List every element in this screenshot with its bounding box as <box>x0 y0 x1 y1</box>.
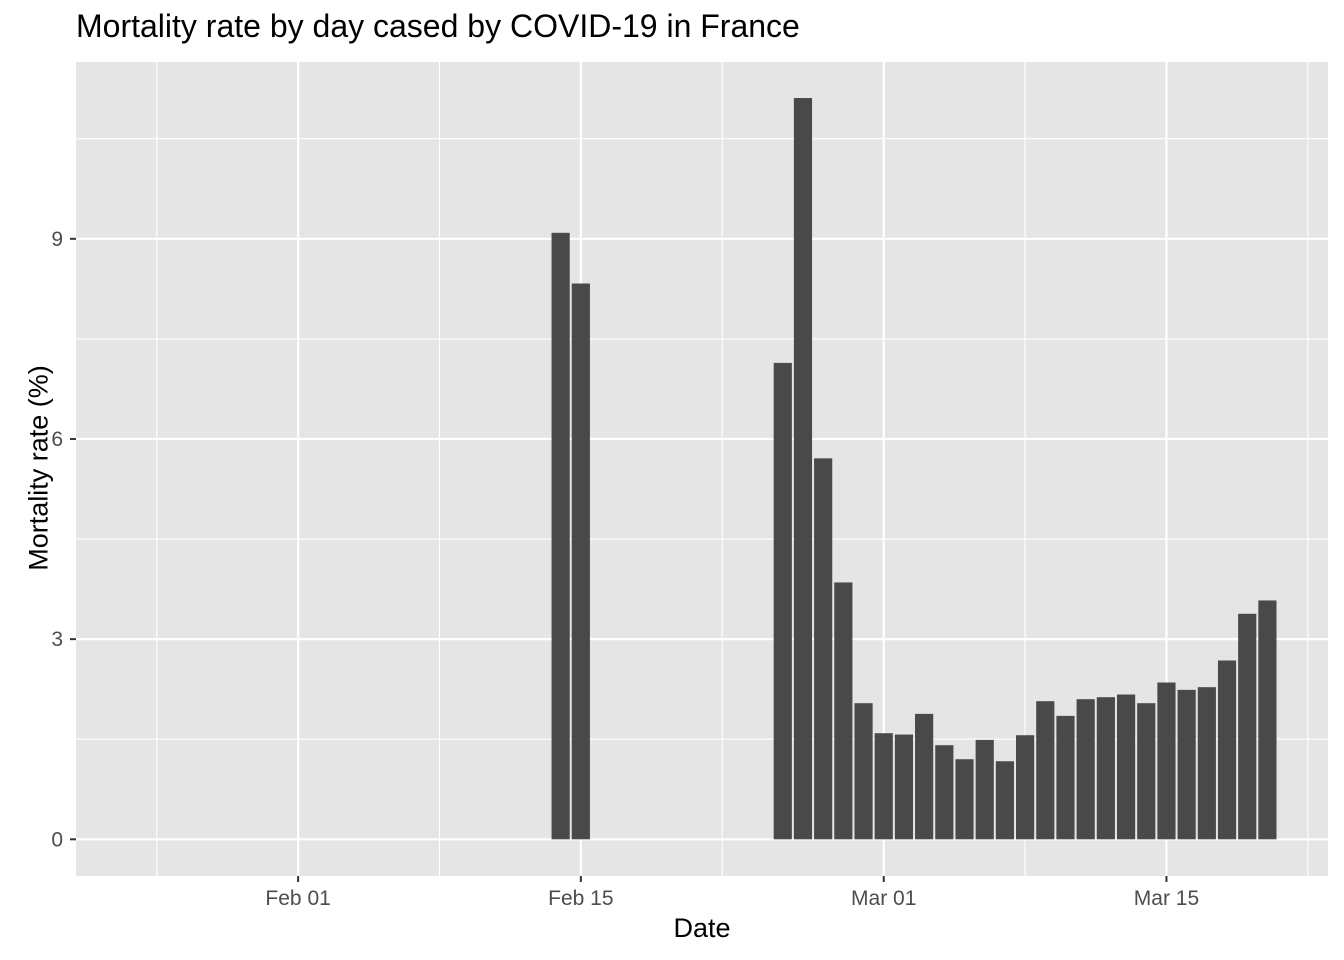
bar <box>975 739 994 840</box>
y-tick-label: 6 <box>51 428 63 451</box>
chart-title: Mortality rate by day cased by COVID-19 … <box>76 8 800 44</box>
x-tick-label: Mar 01 <box>851 887 916 910</box>
bar <box>1217 660 1237 840</box>
y-tick-label: 3 <box>51 628 63 651</box>
bar <box>894 734 914 840</box>
bar <box>793 98 813 840</box>
y-axis-title: Mortality rate (%) <box>23 365 54 571</box>
y-tick-label: 9 <box>51 228 63 251</box>
bar <box>1076 699 1095 840</box>
bar <box>1177 689 1196 840</box>
bar <box>1016 735 1035 840</box>
bar <box>1197 687 1216 840</box>
bar <box>1258 600 1277 840</box>
bar <box>955 759 974 840</box>
bar <box>874 733 893 840</box>
x-tick-label: Feb 15 <box>548 887 613 910</box>
bar <box>1096 697 1115 840</box>
y-tick-label: 0 <box>51 828 63 851</box>
bar <box>1157 682 1176 840</box>
x-tick-label: Feb 01 <box>265 887 330 910</box>
bar <box>551 232 570 840</box>
bar <box>1056 715 1075 840</box>
bar <box>935 745 954 840</box>
x-axis-title: Date <box>673 913 731 943</box>
x-tick-label: Mar 15 <box>1134 887 1199 910</box>
bar <box>814 458 833 840</box>
bars <box>551 98 1277 840</box>
bar <box>995 761 1014 840</box>
bar <box>854 703 873 840</box>
bar <box>1036 701 1055 840</box>
bar <box>1116 694 1136 840</box>
y-axis: 0 3 6 9 <box>51 228 76 851</box>
bar <box>1238 613 1257 840</box>
bar <box>915 713 934 840</box>
bar <box>1137 703 1156 840</box>
bar <box>834 582 853 840</box>
bar <box>571 283 590 840</box>
x-axis: Feb 01 Feb 15 Mar 01 Mar 15 <box>265 876 1199 910</box>
bar <box>773 362 792 840</box>
